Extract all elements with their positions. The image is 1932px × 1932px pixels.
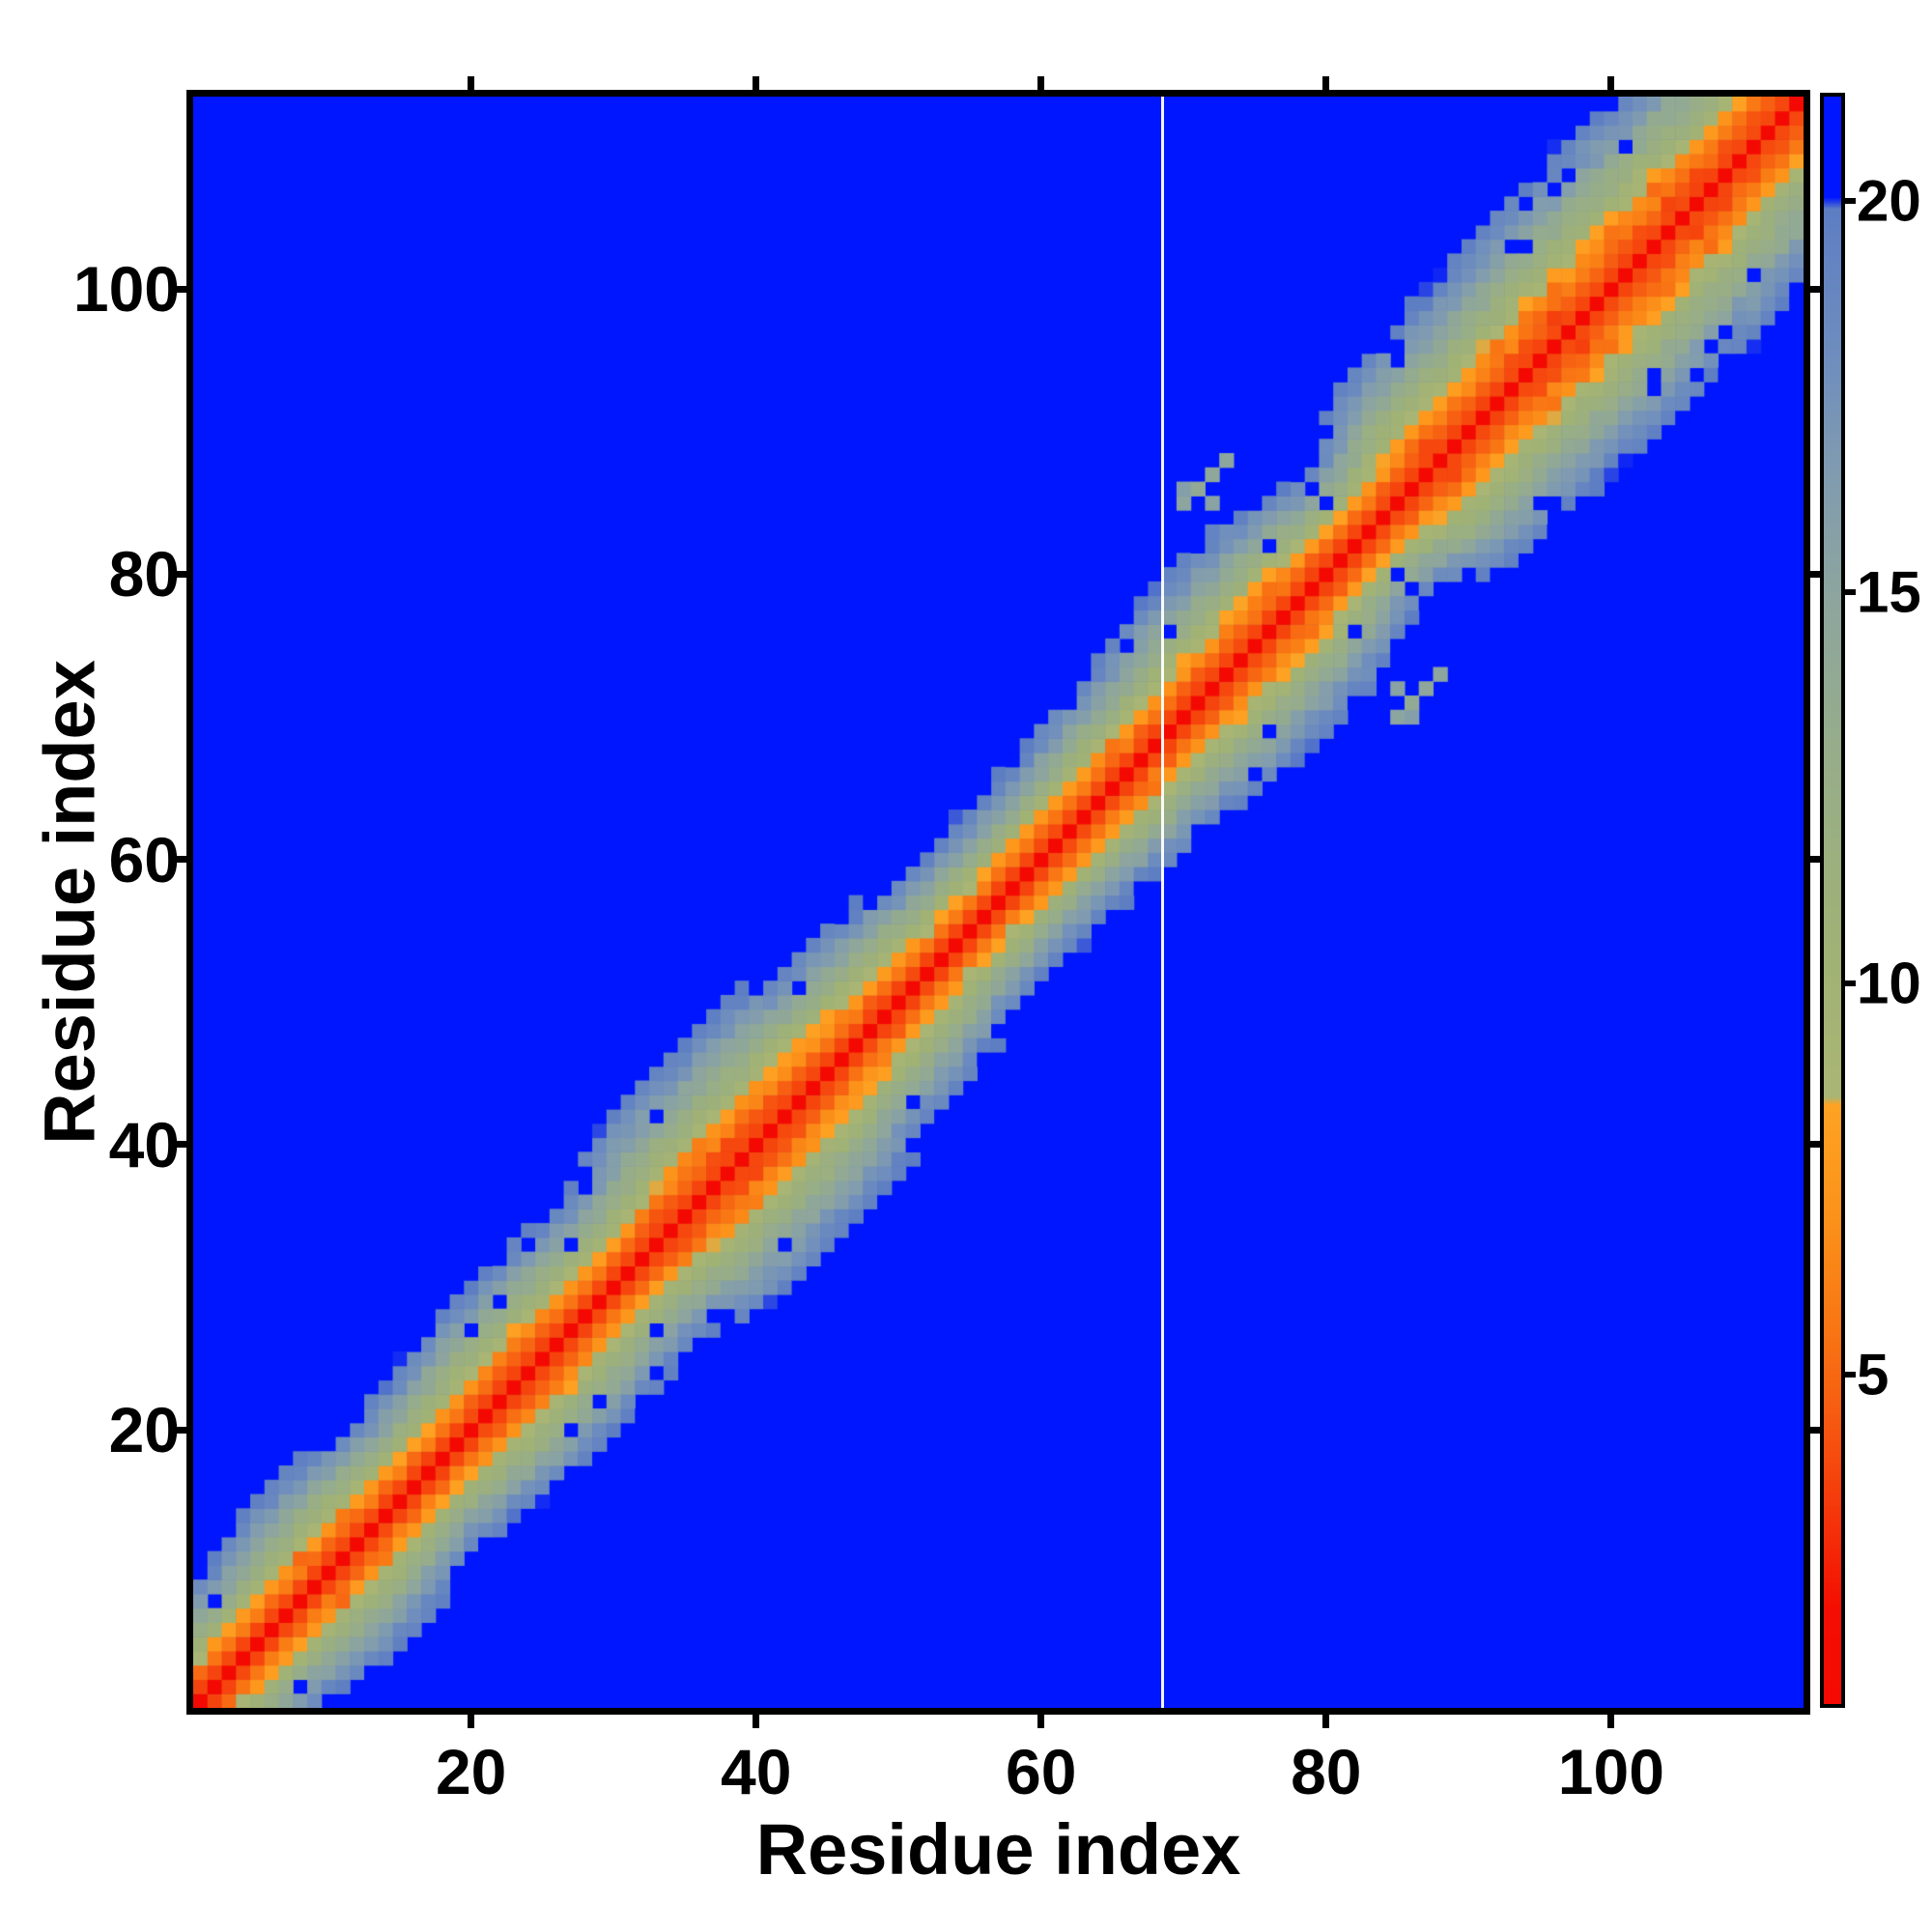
x-tick-label: 100: [1557, 1736, 1664, 1807]
x-tick-mark: [753, 1715, 760, 1728]
colorbar-tick-label: 15: [1857, 559, 1921, 625]
x-tick-mark-top: [1607, 76, 1615, 90]
y-tick-mark: [173, 570, 186, 578]
y-tick-mark: [173, 856, 186, 864]
colorbar-tick-label: 20: [1857, 168, 1921, 234]
y-tick-mark-right: [1810, 1141, 1824, 1149]
missing-residue-column-line: [1161, 97, 1164, 1708]
colorbar-frame: [1820, 93, 1845, 1708]
x-tick-label: 80: [1291, 1736, 1362, 1807]
colorbar-tick-mark: [1845, 980, 1856, 986]
x-tick-mark: [1322, 1715, 1330, 1728]
x-tick-mark: [1037, 1715, 1045, 1728]
x-tick-mark: [1607, 1715, 1615, 1728]
x-tick-mark-top: [1037, 76, 1045, 90]
colorbar-tick-label: 5: [1857, 1342, 1889, 1407]
y-tick-mark-right: [1810, 285, 1824, 293]
colorbar-tick-mark: [1845, 197, 1856, 204]
x-tick-label: 20: [435, 1736, 507, 1807]
y-tick-label: 20: [108, 1394, 180, 1466]
x-tick-mark-top: [1322, 76, 1330, 90]
colorbar-tick-mark: [1845, 588, 1856, 595]
plot-frame: [186, 90, 1810, 1715]
x-tick-mark-top: [468, 76, 475, 90]
y-tick-mark: [173, 1141, 186, 1149]
x-tick-mark-top: [753, 76, 760, 90]
distance-map-heatmap: [193, 97, 1804, 1708]
colorbar-gradient: [1824, 97, 1841, 1704]
x-tick-mark: [468, 1715, 475, 1728]
y-tick-mark: [173, 285, 186, 293]
colorbar-tick-mark: [1845, 1371, 1856, 1378]
y-tick-label: 80: [108, 538, 180, 611]
x-tick-label: 40: [720, 1736, 792, 1807]
y-axis-label: Residue index: [29, 660, 110, 1145]
y-tick-label: 40: [108, 1108, 180, 1180]
x-axis-label: Residue index: [755, 1809, 1241, 1889]
y-tick-mark-right: [1810, 1426, 1824, 1434]
y-tick-mark: [173, 1426, 186, 1434]
y-tick-label: 60: [108, 823, 180, 895]
x-tick-label: 60: [1006, 1736, 1077, 1807]
y-tick-mark-right: [1810, 856, 1824, 864]
y-tick-label: 100: [72, 253, 180, 326]
y-tick-mark-right: [1810, 570, 1824, 578]
colorbar-tick-label: 10: [1857, 951, 1921, 1016]
